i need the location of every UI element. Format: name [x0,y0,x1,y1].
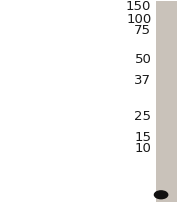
Ellipse shape [154,191,168,199]
Text: 25: 25 [134,110,151,123]
Text: 100: 100 [126,13,151,26]
Text: 50: 50 [135,53,151,66]
Text: 150: 150 [126,0,151,13]
Text: 75: 75 [134,24,151,37]
Text: 37: 37 [134,74,151,87]
Bar [156,2,177,202]
Text: 10: 10 [135,141,151,154]
Text: 15: 15 [134,130,151,143]
